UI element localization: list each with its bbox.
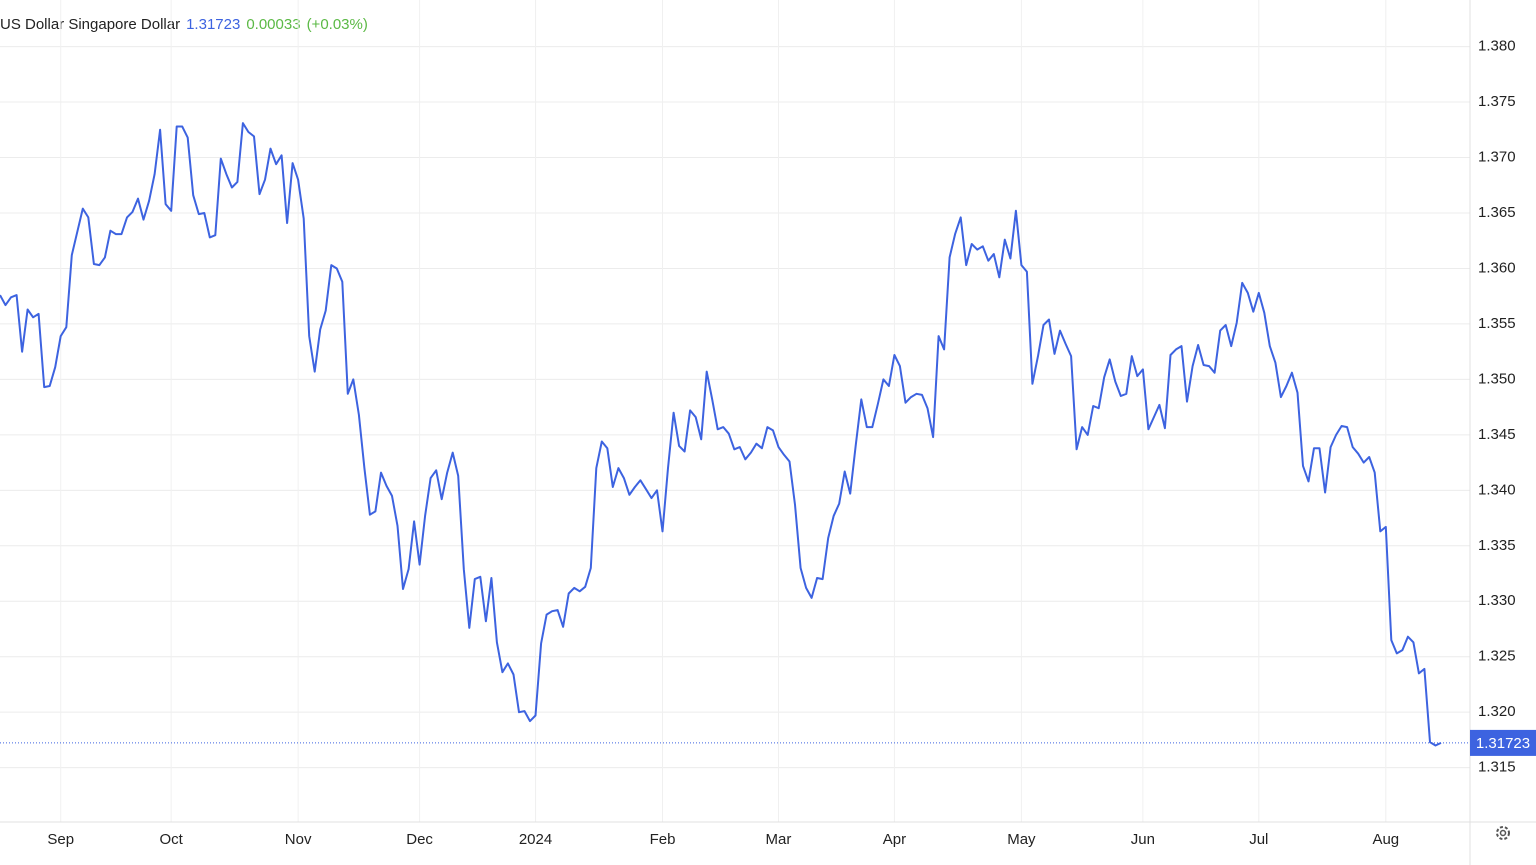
x-tick-label: Jun [1131, 831, 1155, 848]
y-tick-label: 1.360 [1478, 259, 1516, 276]
y-tick-label: 1.335 [1478, 537, 1516, 554]
gear-inner [1499, 829, 1507, 837]
x-tick-label: Mar [766, 831, 792, 848]
y-tick-label: 1.340 [1478, 481, 1516, 498]
x-tick-label: Feb [650, 831, 676, 848]
title: US Dollar Singapore Dollar [0, 16, 181, 33]
y-tick-label: 1.320 [1478, 703, 1516, 720]
change: 0.00033 [246, 16, 301, 33]
y-tick-label: 1.370 [1478, 148, 1516, 165]
x-tick-label: Apr [883, 831, 906, 848]
header: US Dollar Singapore Dollar 1.31723 0.00033… [0, 16, 374, 33]
x-tick-label: Dec [406, 831, 433, 848]
last-price-box [1470, 729, 1536, 756]
y-tick-label: 1.365 [1478, 204, 1516, 221]
y-tick-label: 1.330 [1478, 592, 1516, 609]
settings-icon[interactable] [1496, 826, 1510, 840]
x-tick-label: Jul [1249, 831, 1268, 848]
x-tick-label: Aug [1372, 831, 1399, 848]
last-price-label: 1.31723 [1476, 735, 1530, 752]
x-tick-label: May [1007, 831, 1036, 848]
y-tick-label: 1.345 [1478, 426, 1516, 443]
x-tick-label: Sep [47, 831, 74, 848]
price: 1.31723 [186, 16, 241, 33]
y-tick-label: 1.355 [1478, 315, 1516, 332]
x-tick-label: 2024 [519, 831, 552, 848]
gear-outer [1496, 826, 1510, 840]
y-tick-label: 1.350 [1478, 370, 1516, 387]
change-percent: (+0.03%) [306, 16, 368, 33]
y-tick-label: 1.375 [1478, 93, 1516, 110]
y-tick-label: 1.315 [1478, 759, 1516, 776]
x-tick-label: Nov [285, 831, 312, 848]
x-tick-label: Oct [159, 831, 183, 848]
y-tick-label: 1.380 [1478, 38, 1516, 55]
price-line [0, 122, 1442, 747]
y-tick-label: 1.325 [1478, 648, 1516, 665]
